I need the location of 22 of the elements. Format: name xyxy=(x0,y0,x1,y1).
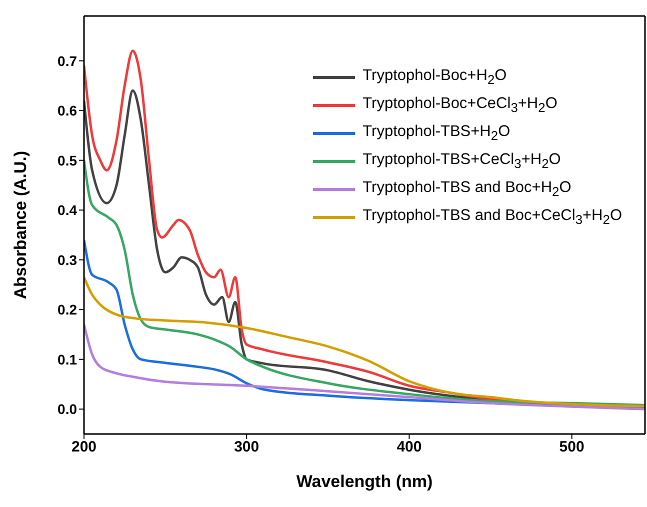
y-tick-label: 0.4 xyxy=(58,202,78,218)
legend-label: Tryptophol-Boc+CeCl$_{3}$+H$_{2}$O xyxy=(362,94,558,116)
legend-label: Tryptophol-TBS+CeCl$_{3}$+H$_{2}$O xyxy=(362,150,561,172)
y-tick-label: 0.2 xyxy=(58,302,78,318)
line-series xyxy=(84,323,645,410)
y-axis-title: Absorbance (A.U.) xyxy=(11,150,30,300)
y-tick-label: 0.6 xyxy=(58,102,78,119)
y-tick-label: 0.5 xyxy=(58,152,78,168)
x-tick-label: 400 xyxy=(396,438,422,456)
legend-label: Tryptophol-Boc+H$_{2}$O xyxy=(362,66,507,88)
legend-label: Tryptophol-TBS+H$_{2}$O xyxy=(362,122,510,144)
y-tick-label: 0.0 xyxy=(58,401,78,418)
y-tick-label: 0.3 xyxy=(58,252,78,268)
line-series xyxy=(84,276,645,408)
x-tick-label: 200 xyxy=(71,438,97,456)
x-axis-title: Wavelength (nm) xyxy=(296,472,433,491)
legend-label: Tryptophol-TBS and Boc+H$_{2}$O xyxy=(362,178,572,200)
x-tick-label: 300 xyxy=(234,438,260,456)
y-tick-label: 0.1 xyxy=(58,351,78,368)
x-tick-label: 500 xyxy=(559,438,584,456)
y-tick-label: 0.7 xyxy=(58,52,78,69)
legend-label: Tryptophol-TBS and Boc+CeCl$_{3}$+H$_{2}$O xyxy=(362,206,622,228)
